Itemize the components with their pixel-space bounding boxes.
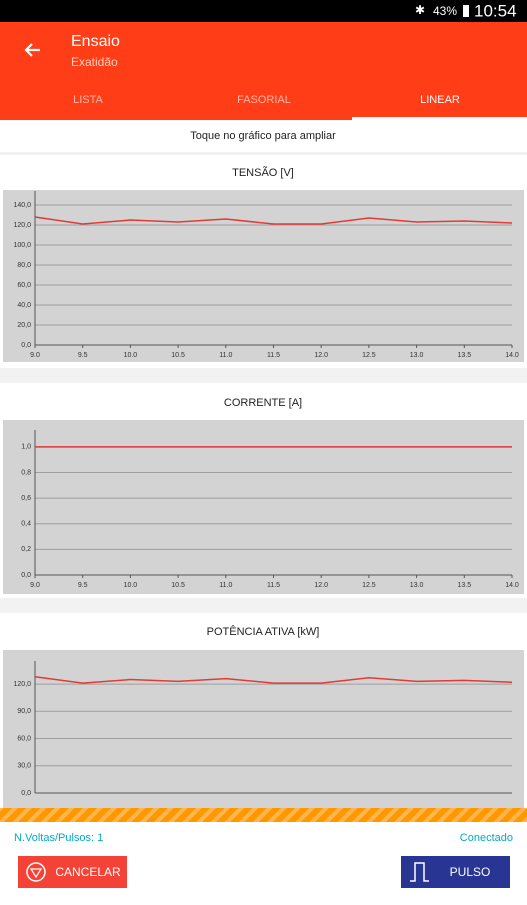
plot-area xyxy=(3,420,524,594)
x-tick-label: 9.5 xyxy=(78,582,88,589)
y-tick-label: 30,0 xyxy=(17,763,31,770)
pulse-button[interactable] xyxy=(401,856,510,888)
x-tick-label: 11.5 xyxy=(267,352,280,359)
x-tick-label: 10.5 xyxy=(171,582,185,589)
clock: 10:54 xyxy=(474,1,517,20)
y-tick-label: 60,0 xyxy=(17,735,31,742)
y-tick-label: 0,4 xyxy=(21,521,31,528)
cancel-icon-inner xyxy=(29,868,43,879)
y-tick-label: 0,0 xyxy=(21,790,31,797)
x-tick-label: 12.5 xyxy=(362,352,376,359)
x-tick-label: 10.0 xyxy=(124,352,138,359)
cancel-icon xyxy=(26,862,46,882)
x-tick-label: 12.5 xyxy=(362,582,376,589)
y-tick-label: 100,0 xyxy=(13,242,31,249)
y-tick-label: 60,0 xyxy=(17,282,31,289)
y-tick-label: 0,0 xyxy=(21,572,31,579)
tab[interactable]: LINEAR xyxy=(420,94,460,106)
y-tick-label: 20,0 xyxy=(17,322,31,329)
plot-area xyxy=(3,190,524,362)
chart-title: TENSÃO [V] xyxy=(232,166,294,179)
tab[interactable]: LISTA xyxy=(73,94,103,106)
chart: TENSÃO [V] 0,0 20,0 40,0 60,0 80,0 100,0 120,0 1… xyxy=(0,155,527,368)
back-button[interactable] xyxy=(24,43,40,57)
y-tick-label: 80,0 xyxy=(17,262,31,269)
status-bar xyxy=(0,0,527,22)
bluetooth-icon: ✱ xyxy=(415,3,425,17)
app-title: Ensaio xyxy=(71,33,120,50)
x-tick-label: 14.0 xyxy=(505,352,519,359)
counter: N.Voltas/Pulsos: 1 xyxy=(14,832,103,844)
x-tick-label: 12.0 xyxy=(314,352,328,359)
y-tick-label: 40,0 xyxy=(17,302,31,309)
progress-stripe xyxy=(0,808,527,822)
y-tick-label: 0,8 xyxy=(21,469,31,476)
x-tick-label: 12.0 xyxy=(314,582,328,589)
data-line xyxy=(34,676,513,684)
data-line xyxy=(34,216,513,225)
y-tick-label: 0,0 xyxy=(21,342,31,349)
cancel-label: CANCELAR xyxy=(55,865,121,879)
x-tick-label: 13.0 xyxy=(410,582,424,589)
pulse-label: PULSO xyxy=(450,865,491,879)
y-tick-label: 1,0 xyxy=(21,444,31,451)
battery-icon xyxy=(463,5,469,17)
x-tick-label: 13.5 xyxy=(457,352,471,359)
y-tick-label: 140,0 xyxy=(13,202,31,209)
x-tick-label: 11.5 xyxy=(267,582,280,589)
x-tick-label: 9.0 xyxy=(30,582,40,589)
x-tick-label: 9.0 xyxy=(30,352,40,359)
plot-area xyxy=(3,650,524,808)
x-tick-label: 11.0 xyxy=(219,352,232,359)
x-tick-label: 10.0 xyxy=(124,582,138,589)
x-tick-label: 9.5 xyxy=(78,352,88,359)
x-tick-label: 13.0 xyxy=(410,352,424,359)
y-tick-label: 0,2 xyxy=(21,546,31,553)
y-tick-label: 90,0 xyxy=(17,708,31,715)
chart-title: POTÊNCIA ATIVA [kW] xyxy=(207,625,320,638)
pulse-icon xyxy=(410,862,429,882)
y-tick-label: 0,6 xyxy=(21,495,31,502)
y-tick-label: 120,0 xyxy=(13,681,31,688)
battery-text: 43% xyxy=(433,4,457,18)
chart: CORRENTE [A] 0,0 0,2 0,4 0,6 0,8 1,0 9.0 9.5 10.0… xyxy=(0,383,527,598)
x-tick-label: 10.5 xyxy=(171,352,185,359)
connection-status: Conectado xyxy=(460,832,513,844)
hint: Toque no gráfico para ampliar xyxy=(190,130,336,142)
app-subtitle: Exatidão xyxy=(71,55,118,69)
x-tick-label: 14.0 xyxy=(505,582,519,589)
chart-title: CORRENTE [A] xyxy=(224,397,302,409)
y-tick-label: 120,0 xyxy=(13,222,31,229)
x-tick-label: 13.5 xyxy=(457,582,471,589)
x-tick-label: 11.0 xyxy=(219,582,232,589)
tab-indicator xyxy=(352,117,527,120)
hint-bar xyxy=(0,120,527,152)
cancel-button[interactable] xyxy=(18,856,127,888)
app-bar xyxy=(0,22,527,120)
chart: POTÊNCIA ATIVA [kW] 0,0 30,0 60,0 90,0 120,0 xyxy=(0,613,527,808)
tab[interactable]: FASORIAL xyxy=(237,94,291,106)
